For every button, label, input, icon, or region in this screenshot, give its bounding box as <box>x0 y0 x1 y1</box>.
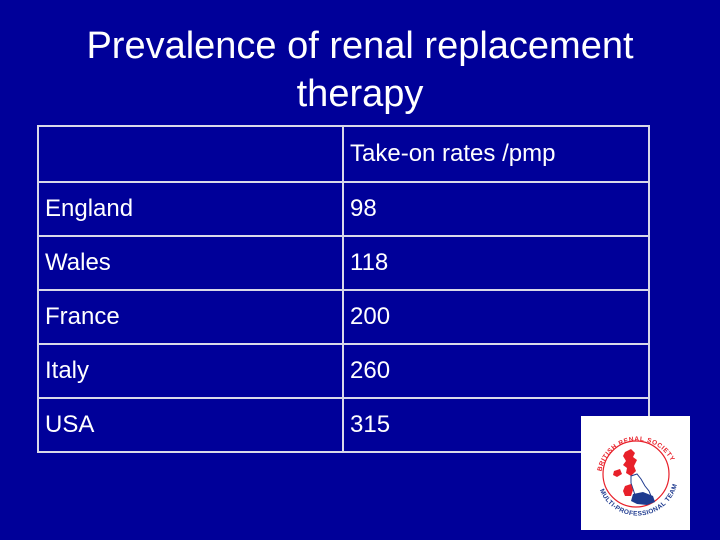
rate-cell: 118 <box>342 235 650 291</box>
rate-cell: 98 <box>342 181 650 237</box>
rate-cell: 200 <box>342 289 650 345</box>
table-header-row: Take-on rates /pmp <box>37 125 650 183</box>
logo-text-top: BRITISH RENAL SOCIETY <box>597 436 676 472</box>
country-cell: USA <box>37 397 344 453</box>
table-row: France 200 <box>37 289 650 345</box>
slide-title: Prevalence of renal replacement therapy <box>86 25 634 115</box>
table-row: Italy 260 <box>37 343 650 399</box>
country-cell: Italy <box>37 343 344 399</box>
country-cell: France <box>37 289 344 345</box>
header-cell-empty <box>37 125 344 183</box>
table-row: USA 315 <box>37 397 650 453</box>
table-row: Wales 118 <box>37 235 650 291</box>
table-row: England 98 <box>37 181 650 237</box>
british-renal-society-logo: BRITISH RENAL SOCIETY MULTI-PROFESSIONAL… <box>581 416 690 530</box>
logo-icon: BRITISH RENAL SOCIETY MULTI-PROFESSIONAL… <box>597 436 679 518</box>
header-cell-rate: Take-on rates /pmp <box>342 125 650 183</box>
country-cell: England <box>37 181 344 237</box>
take-on-rates-table: Take-on rates /pmp England 98 Wales 118 … <box>37 125 650 453</box>
rate-cell: 260 <box>342 343 650 399</box>
svg-text:BRITISH RENAL SOCIETY: BRITISH RENAL SOCIETY <box>597 436 676 472</box>
country-cell: Wales <box>37 235 344 291</box>
